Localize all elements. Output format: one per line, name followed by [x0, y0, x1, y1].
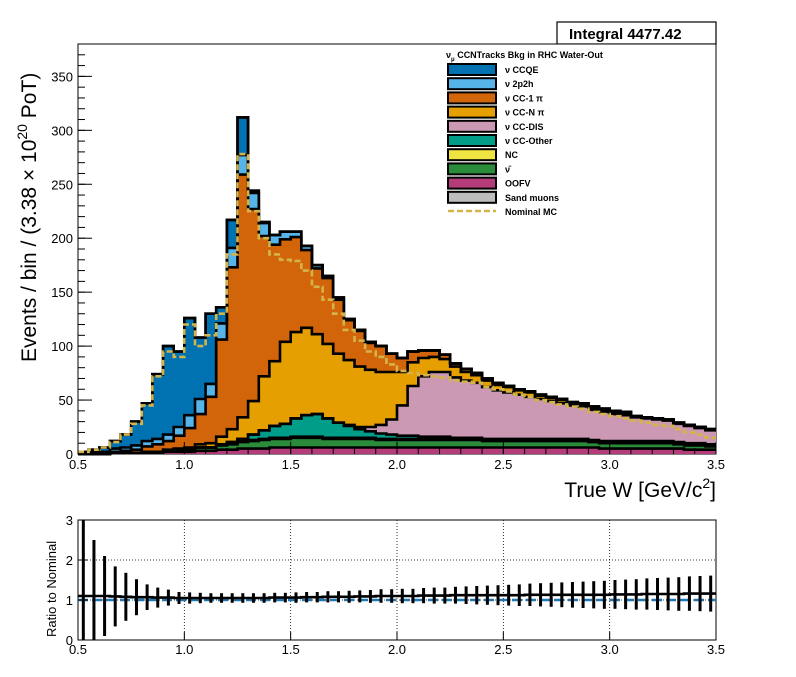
- legend-label: Sand muons: [505, 193, 559, 203]
- ratio-y-tick-label: 2: [66, 553, 73, 568]
- legend-label: OOFV: [505, 179, 531, 189]
- integral-box: Integral 4477.42: [556, 21, 717, 45]
- nominal-mc-step: [78, 152, 716, 454]
- y-tick-label: 50: [59, 393, 73, 408]
- layer-outline: [78, 446, 716, 456]
- legend-label: ν CC-1 π: [505, 93, 543, 103]
- legend: νμ CCNTracks Bkg in RHC Water-Out ν CCQE…: [446, 50, 603, 217]
- legend-swatch: [447, 91, 497, 105]
- legend-label: ν CC-DIS: [505, 122, 544, 132]
- x-tick-label: 3.5: [707, 457, 725, 472]
- legend-swatch: [447, 148, 497, 162]
- ratio-x-tick-label: 1.0: [175, 642, 193, 657]
- ratio-line: [78, 592, 716, 600]
- x-tick-label: 1.0: [175, 457, 193, 472]
- legend-swatch: [447, 162, 497, 176]
- legend-label: ν̄: [505, 164, 512, 174]
- legend-swatch: [447, 134, 497, 147]
- ratio-x-tick-label: 0.5: [69, 642, 87, 657]
- ratio-x-tick-label: 1.5: [282, 642, 300, 657]
- y-tick-label: 350: [51, 69, 73, 84]
- legend-label: NC: [505, 150, 518, 160]
- top-axes: 0.5 1.0 1.5 2.0 2.5 3.0 3.5 0 50 100 150 200 250 300 3…: [51, 43, 725, 472]
- ratio-grid: [78, 520, 716, 640]
- x-tick-label: 2.0: [388, 457, 406, 472]
- legend-title: νμ CCNTracks Bkg in RHC Water-Out: [446, 50, 603, 63]
- legend-swatch: [447, 105, 497, 119]
- legend-swatch: [447, 190, 497, 204]
- x-axis-title: True W [GeV/c2]: [564, 475, 716, 502]
- y-tick-label: 200: [51, 231, 73, 246]
- ratio-x-tick-label: 3.0: [601, 642, 619, 657]
- x-tick-label: 1.5: [282, 457, 300, 472]
- y-axis-title: Events / bin / (3.38 × 1020 PoT): [14, 73, 41, 362]
- layer-outline: [78, 370, 716, 456]
- y-tick-label: 300: [51, 123, 73, 138]
- legend-label: ν CC-Other: [505, 136, 553, 146]
- y-tick-label: 150: [51, 285, 73, 300]
- ratio-y-tick-label: 0: [66, 633, 73, 648]
- ratio-y-tick-label: 3: [66, 513, 73, 528]
- legend-label: ν 2p2h: [505, 79, 534, 89]
- legend-swatch: [447, 176, 497, 190]
- nominal-mc-line: [78, 152, 716, 454]
- y-tick-label: 250: [51, 177, 73, 192]
- legend-swatch: [447, 119, 497, 133]
- ratio-y-axis-title: Ratio to Nominal: [44, 541, 59, 637]
- ratio-y-tick-label: 1: [66, 593, 73, 608]
- legend-label: ν CCQE: [505, 65, 539, 75]
- x-tick-label: 3.0: [601, 457, 619, 472]
- ratio-x-tick-label: 2.0: [388, 642, 406, 657]
- ratio-x-tick-label: 3.5: [707, 642, 725, 657]
- legend-swatch: [447, 63, 497, 76]
- legend-swatch: [447, 77, 497, 91]
- y-tick-label: 0: [66, 447, 73, 462]
- ratio-x-tick-label: 2.5: [494, 642, 512, 657]
- ratio-axes: 0.5 1.0 1.5 2.0 2.5 3.0 3.5 0 1 2 3: [66, 513, 725, 657]
- x-tick-label: 2.5: [494, 457, 512, 472]
- y-tick-label: 100: [51, 339, 73, 354]
- x-tick-label: 0.5: [69, 457, 87, 472]
- ratio-marks: [78, 520, 716, 640]
- integral-label: Integral 4477.42: [569, 26, 682, 43]
- legend-label: ν CC-N π: [505, 108, 545, 118]
- legend-label: Nominal MC: [505, 207, 558, 217]
